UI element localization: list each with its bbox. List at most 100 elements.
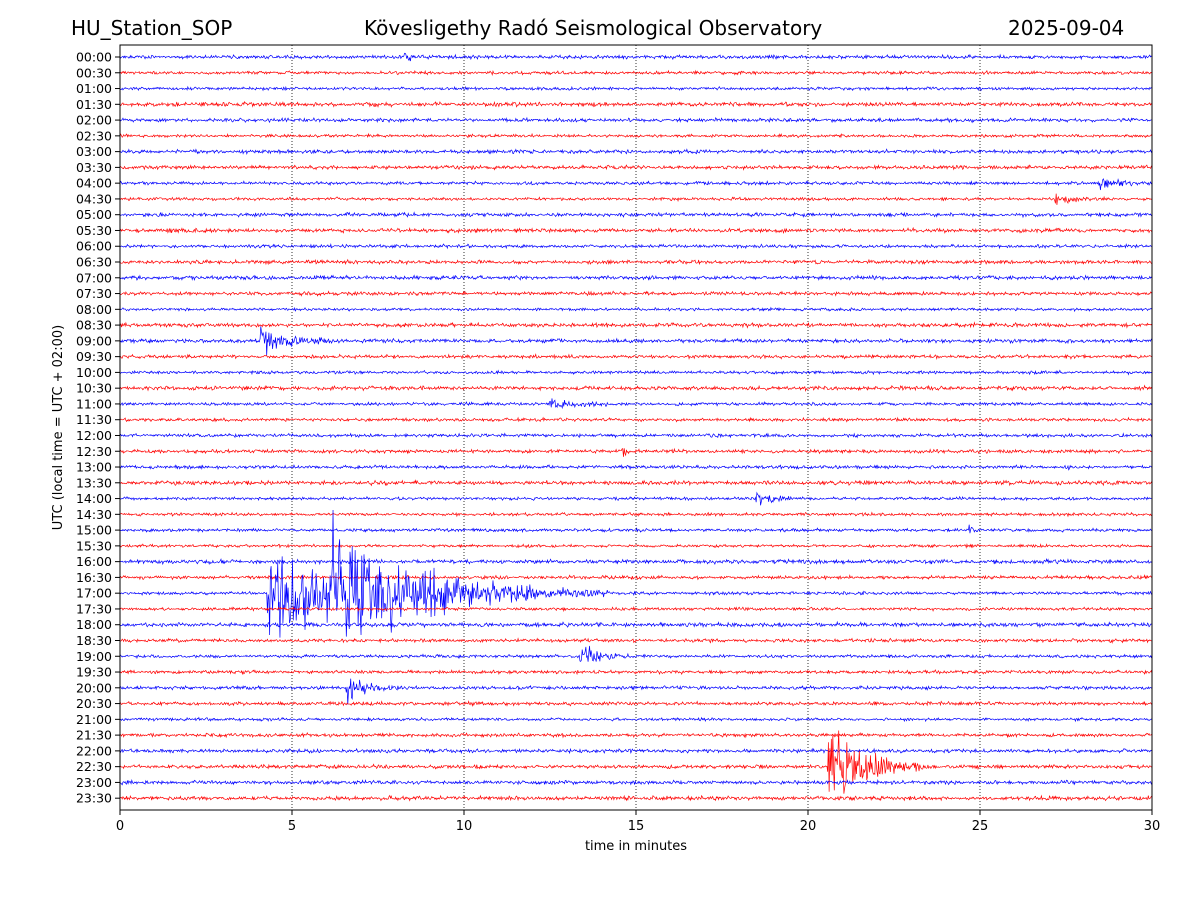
- trace-row-0300: [119, 148, 1153, 156]
- y-tick-label: 09:30: [76, 349, 112, 364]
- y-tick-label: 18:30: [76, 633, 112, 648]
- trace-row-0630: [119, 258, 1153, 266]
- trace-row-1130: [119, 416, 1153, 423]
- trace-row-1400: [119, 491, 1153, 506]
- trace-row-1030: [119, 384, 1153, 392]
- trace-row-1300: [119, 464, 1153, 471]
- trace-row-1230: [119, 447, 1153, 457]
- y-tick-label: 06:30: [76, 255, 112, 270]
- trace-row-1500: [119, 524, 1153, 534]
- y-axis-ticks: 00:0000:3001:0001:3002:0002:3003:0003:30…: [76, 50, 120, 806]
- trace-row-1900: [119, 645, 1153, 662]
- y-tick-label: 21:30: [76, 728, 112, 743]
- trace-row-0930: [119, 353, 1153, 360]
- y-tick-label: 00:30: [76, 65, 112, 80]
- station-label: HU_Station_SOP: [71, 16, 233, 40]
- trace-row-2000: [119, 678, 1153, 705]
- y-tick-label: 22:00: [76, 743, 112, 758]
- trace-row-2100: [119, 716, 1153, 723]
- y-tick-label: 23:30: [76, 791, 112, 806]
- y-tick-label: 11:00: [76, 396, 112, 411]
- trace-row-0700: [119, 274, 1153, 282]
- y-tick-label: 03:00: [76, 144, 112, 159]
- trace-row-2030: [119, 700, 1153, 707]
- trace-row-1700: [119, 510, 1153, 638]
- y-tick-label: 21:00: [76, 712, 112, 727]
- y-tick-label: 20:00: [76, 680, 112, 695]
- trace-row-2130: [119, 732, 1153, 739]
- y-tick-label: 13:30: [76, 475, 112, 490]
- y-tick-label: 07:00: [76, 270, 112, 285]
- y-tick-label: 17:00: [76, 586, 112, 601]
- y-tick-label: 02:30: [76, 128, 112, 143]
- trace-row-0900: [119, 326, 1153, 356]
- trace-row-0730: [119, 290, 1153, 297]
- y-tick-label: 08:30: [76, 318, 112, 333]
- trace-row-1930: [119, 669, 1153, 676]
- y-tick-label: 23:00: [76, 775, 112, 790]
- grid-lines: [291, 45, 981, 810]
- trace-row-1430: [119, 511, 1153, 518]
- y-tick-label: 12:00: [76, 428, 112, 443]
- y-tick-label: 02:00: [76, 113, 112, 128]
- trace-row-0130: [119, 100, 1153, 108]
- trace-row-0030: [119, 69, 1153, 77]
- seismic-traces: [119, 52, 1153, 802]
- y-tick-label: 05:00: [76, 207, 112, 222]
- y-tick-label: 20:30: [76, 696, 112, 711]
- y-tick-label: 18:00: [76, 617, 112, 632]
- trace-row-0600: [119, 243, 1153, 250]
- y-tick-label: 13:00: [76, 460, 112, 475]
- y-tick-label: 01:30: [76, 97, 112, 112]
- trace-row-0400: [119, 178, 1153, 191]
- y-tick-label: 06:00: [76, 239, 112, 254]
- x-axis-label: time in minutes: [585, 839, 687, 854]
- y-tick-label: 16:30: [76, 570, 112, 585]
- trace-row-0100: [119, 85, 1153, 92]
- trace-row-2330: [119, 794, 1153, 802]
- x-axis-ticks: 0 5 10 15 20 25 30: [116, 810, 1160, 834]
- trace-row-2200: [119, 747, 1153, 755]
- y-tick-label: 19:00: [76, 649, 112, 664]
- y-tick-label: 07:30: [76, 286, 112, 301]
- x-tick-label: 10: [456, 819, 473, 834]
- trace-row-0830: [119, 321, 1153, 329]
- trace-row-0330: [119, 164, 1153, 171]
- trace-row-1200: [119, 432, 1153, 439]
- trace-row-1830: [119, 637, 1153, 644]
- y-tick-label: 15:30: [76, 538, 112, 553]
- y-tick-label: 10:30: [76, 381, 112, 396]
- trace-row-1100: [119, 398, 1153, 410]
- trace-row-2300: [119, 778, 1153, 786]
- y-tick-label: 04:00: [76, 176, 112, 191]
- y-tick-label: 03:30: [76, 160, 112, 175]
- y-tick-label: 04:30: [76, 191, 112, 206]
- y-tick-label: 12:30: [76, 444, 112, 459]
- y-tick-label: 00:00: [76, 50, 112, 65]
- x-tick-label: 20: [800, 819, 817, 834]
- y-tick-label: 08:00: [76, 302, 112, 317]
- x-tick-label: 0: [116, 819, 124, 834]
- y-tick-label: 14:00: [76, 491, 112, 506]
- y-axis-label: UTC (local time = UTC + 02:00): [51, 325, 66, 530]
- x-tick-label: 5: [288, 819, 296, 834]
- y-tick-label: 22:30: [76, 759, 112, 774]
- trace-row-1800: [119, 620, 1153, 629]
- y-tick-label: 16:00: [76, 554, 112, 569]
- trace-row-0530: [119, 226, 1153, 235]
- y-tick-label: 01:00: [76, 81, 112, 96]
- y-tick-label: 15:00: [76, 523, 112, 538]
- trace-row-1600: [119, 558, 1153, 566]
- trace-row-0430: [119, 193, 1153, 205]
- x-tick-label: 30: [1144, 819, 1161, 834]
- trace-row-1630: [119, 574, 1153, 581]
- observatory-title: Köveslig​ethy Radó Seismological Observa…: [364, 16, 823, 40]
- y-tick-label: 14:30: [76, 507, 112, 522]
- y-tick-label: 19:30: [76, 665, 112, 680]
- x-tick-label: 25: [972, 819, 989, 834]
- trace-row-1730: [119, 605, 1153, 613]
- trace-row-0200: [119, 116, 1153, 124]
- trace-row-0800: [119, 306, 1153, 313]
